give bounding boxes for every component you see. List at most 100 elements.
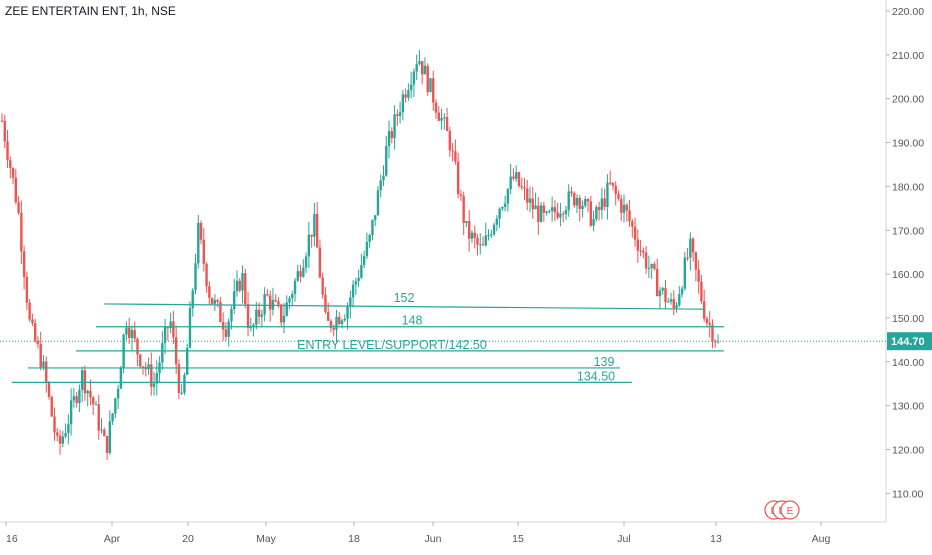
candle-body	[133, 330, 136, 339]
candle-body	[86, 390, 89, 394]
time-tick-label: Jun	[425, 533, 442, 545]
candle-body	[492, 224, 496, 235]
candle-body	[421, 61, 424, 75]
candle-body	[639, 250, 642, 252]
candle-body	[517, 172, 521, 187]
candle-body	[647, 267, 651, 269]
candle-body	[476, 237, 479, 245]
candle-body	[636, 239, 640, 251]
candle-body	[64, 433, 67, 437]
candle-body	[89, 390, 92, 398]
candle-body	[404, 94, 407, 98]
candle-body	[321, 277, 324, 295]
level-label: 152	[394, 291, 415, 305]
candle-body	[360, 265, 363, 278]
price-tick-label: 200.00	[892, 94, 924, 106]
candle-body	[291, 293, 294, 299]
candle-body	[537, 205, 540, 222]
candle-body	[263, 294, 266, 315]
candle-body	[570, 191, 573, 193]
candle-body	[111, 413, 114, 422]
candle-body	[233, 291, 236, 309]
candle-body	[479, 244, 482, 246]
candle-body	[25, 276, 29, 303]
candle-body	[514, 172, 518, 179]
candle-body	[644, 252, 648, 269]
candle-body	[42, 361, 45, 368]
candle-body	[509, 176, 512, 190]
candle-body	[617, 194, 620, 199]
candle-body	[58, 435, 62, 444]
candle-body	[365, 241, 369, 257]
candle-body	[454, 151, 457, 162]
earnings-event-marker[interactable]	[780, 500, 800, 520]
candle-body	[368, 234, 371, 242]
candle-body	[36, 340, 40, 344]
candle-body	[667, 301, 670, 303]
candle-body	[633, 226, 637, 240]
candle-body	[409, 84, 413, 91]
candle-body	[631, 221, 634, 227]
candle-body	[310, 234, 313, 237]
candle-body	[680, 288, 684, 295]
candle-body	[53, 416, 56, 433]
candle-body	[526, 188, 529, 203]
candle-body	[440, 117, 443, 121]
level-label: ENTRY LEVEL/SUPPORT/142.50	[297, 338, 487, 352]
candle-body	[625, 204, 628, 211]
price-tick-label: 190.00	[892, 138, 924, 150]
time-tick-label: 15	[512, 533, 524, 545]
candle-body	[694, 252, 698, 270]
candle-body	[691, 238, 695, 253]
candle-body	[597, 207, 601, 211]
candle-body	[299, 271, 302, 277]
candle-body	[448, 130, 452, 151]
candle-body	[412, 71, 416, 85]
candle-body	[277, 301, 280, 305]
candle-body	[166, 327, 170, 329]
candle-body	[553, 207, 557, 213]
candle-body	[0, 120, 4, 122]
candle-body	[219, 301, 222, 323]
candle-body	[238, 280, 241, 291]
candle-body	[329, 320, 333, 328]
candle-body	[152, 383, 156, 387]
candle-body	[188, 308, 192, 348]
candle-body	[169, 321, 172, 329]
candle-body	[75, 396, 78, 404]
candle-body	[172, 321, 175, 338]
level-label: 134.50	[577, 369, 615, 383]
candle-body	[105, 435, 109, 453]
candle-body	[614, 185, 617, 195]
candle-body	[163, 327, 167, 344]
chart-title: ZEE ENTERTAIN ENT, 1h, NSE	[5, 4, 176, 18]
candle-body	[108, 421, 112, 453]
candle-body	[150, 364, 153, 387]
candle-body	[611, 182, 615, 186]
candle-body	[661, 288, 664, 291]
candle-body	[28, 302, 31, 320]
price-tick-label: 140.00	[892, 357, 924, 369]
candle-body	[705, 318, 709, 324]
candle-body	[697, 269, 700, 282]
candle-body	[56, 432, 59, 436]
candle-body	[523, 187, 526, 189]
level-line[interactable]	[103, 303, 705, 310]
candle-body	[451, 150, 454, 152]
candle-body	[260, 314, 264, 317]
candle-body	[208, 286, 211, 298]
candle-body	[362, 256, 366, 266]
candle-body	[268, 295, 272, 310]
time-tick-label: Aug	[812, 533, 831, 545]
candle-body	[437, 112, 440, 121]
candle-body	[689, 238, 692, 258]
candle-body	[398, 112, 402, 116]
candle-body	[252, 324, 255, 328]
candle-body	[50, 396, 53, 417]
candle-body	[241, 273, 244, 291]
candle-body	[501, 207, 504, 209]
candle-body	[296, 271, 299, 281]
candle-body	[354, 281, 358, 285]
